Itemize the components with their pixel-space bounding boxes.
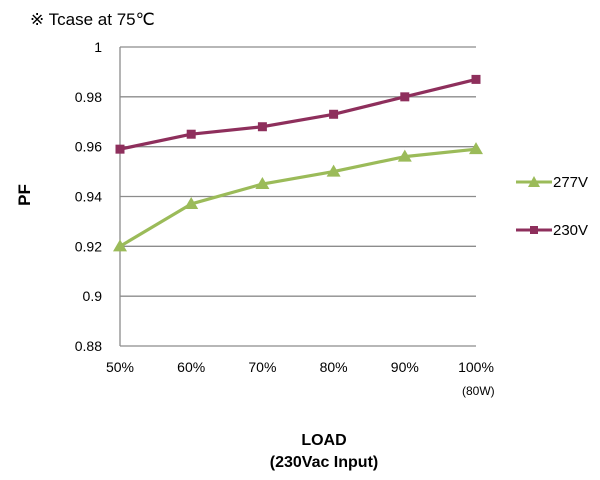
x-tick-label: 50%: [106, 359, 134, 375]
y-tick-label: 0.96: [75, 139, 102, 155]
data-point-277v: [397, 149, 412, 162]
x-tick-note: (80W): [462, 384, 495, 398]
test-condition-note: ※ Tcase at 75℃: [30, 10, 155, 29]
data-point-277v: [469, 142, 483, 155]
data-point-277v: [184, 196, 199, 209]
data-point-230v: [471, 74, 481, 84]
legend-item-230v: 230V: [516, 220, 588, 240]
x-tick-label: 80%: [320, 359, 348, 375]
series-line-277v: [119, 147, 477, 248]
legend-label-277v: 277V: [553, 173, 589, 191]
legend-swatch-230v: [516, 226, 552, 234]
x-tick-label: 100%: [458, 359, 494, 375]
y-tick-label: 1: [94, 39, 102, 55]
x-tick-label: 90%: [391, 359, 419, 375]
y-tick-label: 0.9: [83, 288, 103, 304]
x-tick-label: 70%: [248, 359, 276, 375]
y-tick-label: 0.94: [75, 189, 102, 205]
data-point-230v: [257, 122, 267, 132]
data-point-277v: [113, 239, 127, 252]
data-point-230v: [186, 129, 196, 139]
y-tick-label: 0.88: [75, 338, 102, 354]
x-axis-label-line2: (230Vac Input): [269, 454, 379, 471]
legend-swatch-277v: [516, 176, 552, 187]
x-axis-label-line1: LOAD: [301, 432, 347, 449]
data-point-230v: [400, 92, 410, 102]
data-point-277v: [255, 177, 270, 190]
x-axis-label: LOAD (230Vac Input): [200, 430, 448, 474]
y-tick-label: 0.98: [75, 89, 102, 105]
legend: 277V 230V: [516, 172, 588, 268]
legend-item-277v: 277V: [516, 172, 588, 192]
y-tick-label: 0.92: [75, 238, 102, 254]
y-axis-label: PF: [14, 184, 34, 206]
legend-label-230v: 230V: [553, 221, 589, 239]
x-tick-label: 60%: [177, 359, 205, 375]
data-point-230v: [115, 144, 125, 154]
data-point-277v: [326, 164, 341, 177]
series-line-230v: [119, 77, 477, 151]
data-point-230v: [329, 109, 339, 119]
